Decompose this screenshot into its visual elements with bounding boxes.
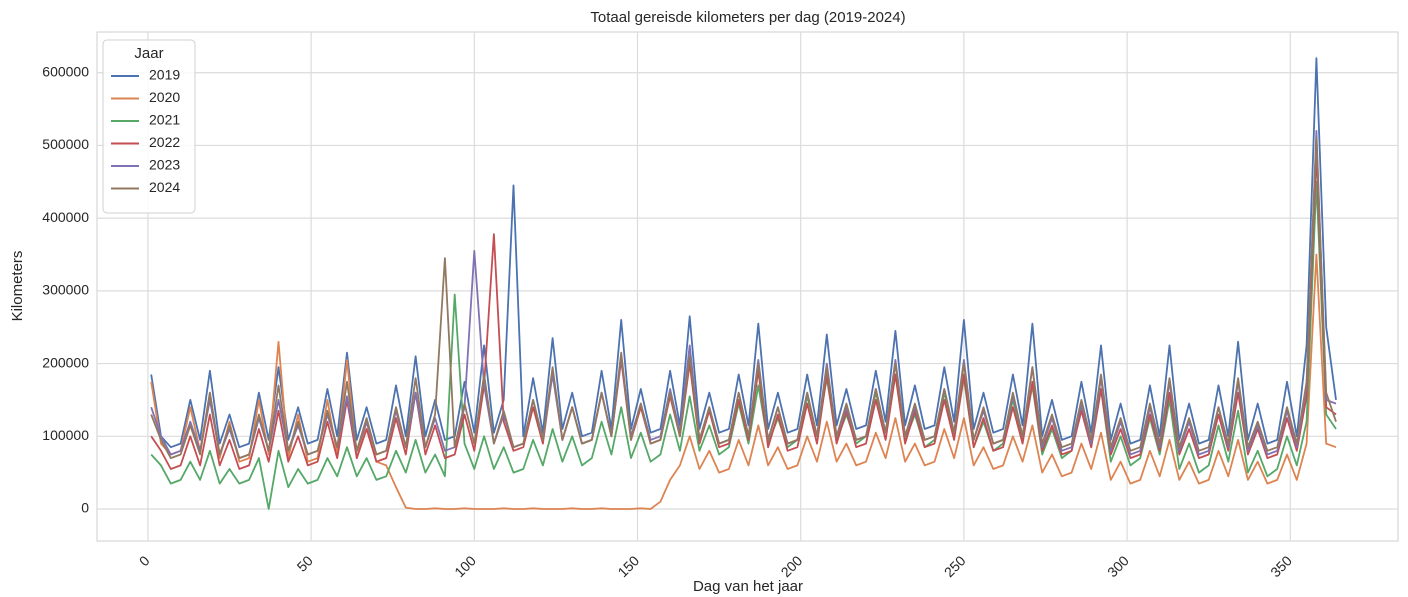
- legend-label: 2021: [149, 112, 180, 128]
- x-axis-label: Dag van het jaar: [693, 578, 803, 595]
- y-tick-label: 200000: [42, 354, 89, 370]
- legend-title: Jaar: [134, 45, 163, 62]
- y-axis-label: Kilometers: [9, 251, 26, 322]
- legend: Jaar 2019 2020 2021 2022 2023 2024: [102, 39, 196, 214]
- y-tick-label: 600000: [42, 63, 89, 79]
- legend-label: 2024: [149, 179, 180, 195]
- x-tick-label: 350: [1267, 552, 1295, 580]
- y-tick-label: 100000: [42, 427, 89, 443]
- legend-label: 2022: [149, 134, 180, 150]
- plot-area: [96, 31, 1399, 542]
- lines: [150, 57, 1337, 510]
- y-tick-label: 500000: [42, 136, 89, 152]
- y-tick-label: 300000: [42, 282, 89, 298]
- x-tick-label: 50: [294, 552, 316, 574]
- chart-title: Totaal gereisde kilometers per dag (2019…: [590, 9, 905, 26]
- x-tick-label: 300: [1104, 552, 1132, 580]
- grid: [97, 32, 1398, 541]
- x-tick-label: 250: [941, 552, 969, 580]
- x-tick-label: 0: [136, 552, 153, 569]
- x-tick-label: 200: [778, 552, 806, 580]
- y-tick-label: 400000: [42, 209, 89, 225]
- series-line: [150, 253, 1337, 510]
- legend-label: 2020: [149, 89, 180, 105]
- legend-label: 2023: [149, 157, 180, 173]
- x-tick-label: 100: [451, 552, 479, 580]
- legend-label: 2019: [149, 67, 180, 83]
- y-tick-label: 0: [81, 500, 89, 516]
- legend-box: [102, 39, 196, 214]
- series-line: [150, 137, 1337, 459]
- x-tick-label: 150: [614, 552, 642, 580]
